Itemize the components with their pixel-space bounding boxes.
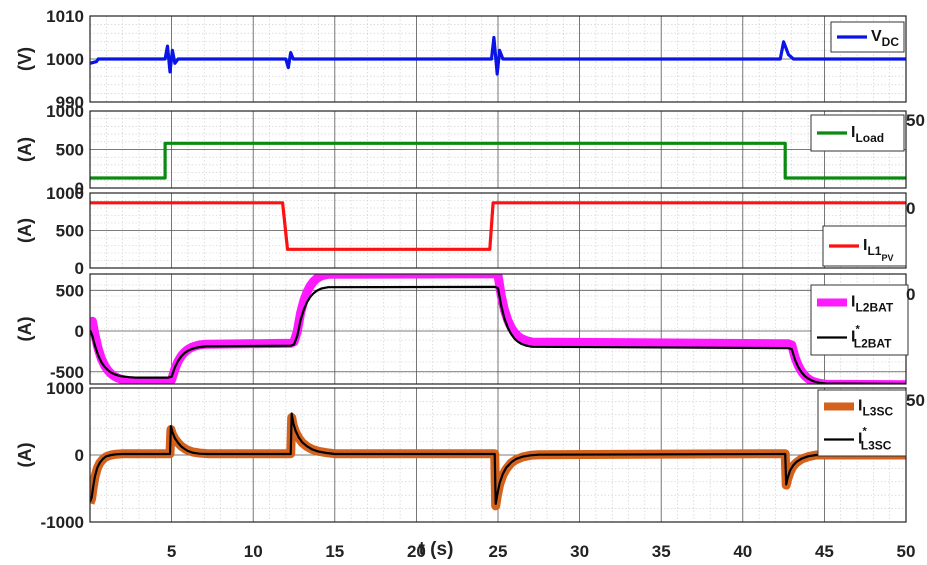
x-axis-label: t (s) [419,539,454,560]
legend-box [817,389,907,457]
panel-1: 990 1000 1010 (V) VDC [15,7,907,112]
x-tick-label: 40 [733,542,752,561]
x-tick-label: 5 [167,542,176,561]
ghost-tick-3: 0 [906,285,915,304]
ghost-tick-2: 0 [906,199,915,218]
y-axis-label: (V) [15,47,35,71]
legend-box [810,284,909,356]
legend-4: IL2BAT I* L2BAT [810,284,909,356]
legend-entry: VDC [871,28,899,49]
y-tick-label: 500 [56,141,84,160]
legend-1: VDC [830,21,905,53]
y-tick-label: 500 [56,281,84,300]
panel-3: 0 500 1000 (A) IL1PV [15,184,907,278]
legend-entry: I* L2BAT [851,324,892,351]
legend-5: IL3SC I* L3SC [817,389,907,457]
ghost-tick-1: 50 [906,111,925,130]
y-tick-label: 1000 [46,50,84,69]
legend-2: ILoad [810,114,905,152]
panel-5: -1000 0 1000 (A) IL3SC I* L3SC [15,379,907,532]
y-tick-label: 1000 [46,184,84,203]
y-tick-label: 990 [56,93,84,112]
series-line-5-2 [90,412,906,505]
y-tick-label: -1000 [41,513,84,532]
x-tick-label: 30 [570,542,589,561]
y-tick-label: 0 [75,179,84,198]
x-tick-labels: 5 10 15 20 25 30 35 40 45 50 [167,542,916,561]
ghost-tick-4: 50 [906,391,925,410]
panel-4: -500 0 500 (A) IL2BAT I* L2BAT [15,273,909,385]
legend-entry: I* L3SC [858,426,892,453]
x-tick-label: 45 [815,542,834,561]
legend-entry: IL2BAT [851,294,894,315]
x-tick-label: 25 [489,542,508,561]
y-tick-label: 1000 [46,379,84,398]
y-axis-label: (A) [15,218,35,243]
y-tick-label: 0 [75,446,84,465]
x-tick-label: 20 [407,542,426,561]
legend-entry: IL1PV [863,237,893,263]
y-tick-label: 1010 [46,7,84,26]
series-line-2-1 [90,141,906,180]
y-axis-label: (A) [15,137,35,162]
y-axis-label: (A) [15,317,35,342]
y-tick-label: 0 [75,322,84,341]
legend-entry: ILoad [851,124,884,145]
y-tick-label: 1000 [46,102,84,121]
x-tick-label: 50 [897,542,916,561]
y-axis-label: (A) [15,443,35,468]
legend-entry: IL3SC [858,398,893,419]
panel-1-frame [89,15,907,103]
y-tick-label: 500 [56,222,84,241]
x-tick-label: 35 [652,542,671,561]
legend-3: IL1PV [822,225,907,267]
series-line-3-1 [90,201,906,251]
panel-2-frame [89,110,907,189]
panel-2: 0 500 1000 (A) ILoad [15,102,907,198]
x-tick-label: 10 [244,542,263,561]
x-tick-label: 15 [325,542,344,561]
series-line-1-1 [90,35,906,76]
legend-box [810,114,905,152]
y-tick-label: -500 [50,363,84,382]
y-tick-label: 0 [75,259,84,278]
series-line-4-2 [90,285,906,384]
